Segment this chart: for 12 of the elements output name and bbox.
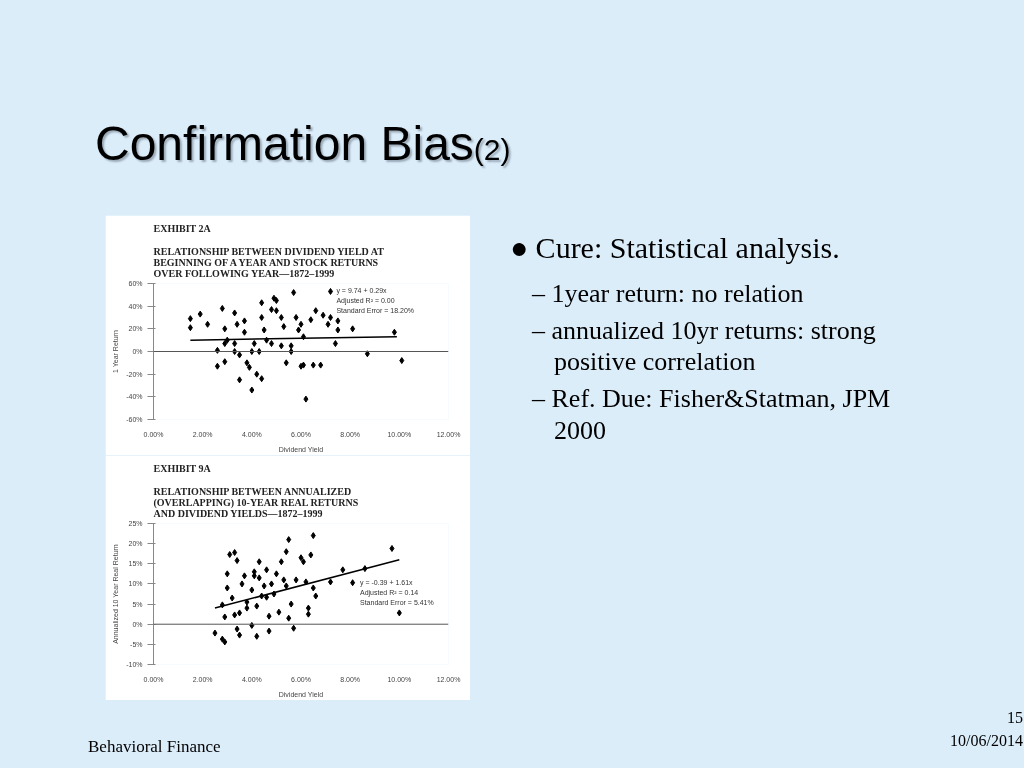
text: Confirmation Bias(2) <box>95 116 511 172</box>
text: 10/06/2014 <box>950 731 1023 749</box>
text: – 1year return: no relation <box>532 277 805 310</box>
chart-subtitle: RELATIONSHIP BETWEEN ANNUALIZED (OVERLAPPING) 10-YEAR REAL RETURNS AND DIVIDEND YIELDS—1872–1999 <box>153 485 359 519</box>
text: 15 <box>1007 709 1023 726</box>
text: Behavioral Finance <box>88 736 221 758</box>
chart-title: EXHIBIT 9A <box>153 462 212 474</box>
text: – Ref. Due: Fisher&Statman, JPM 2000 <box>532 383 892 446</box>
chart-subtitle: RELATIONSHIP BETWEEN DIVIDEND YIELD AT BEGINNING OF A YEAR AND STOCK RETURNS OVER FOLLOWING YEAR—1872–1999 <box>153 245 385 279</box>
text: ● Cure: Statistical analysis. <box>510 230 841 266</box>
chart-title: EXHIBIT 2A <box>153 222 212 234</box>
text: – annualized 10yr returns: strong positive correlation <box>532 315 877 378</box>
